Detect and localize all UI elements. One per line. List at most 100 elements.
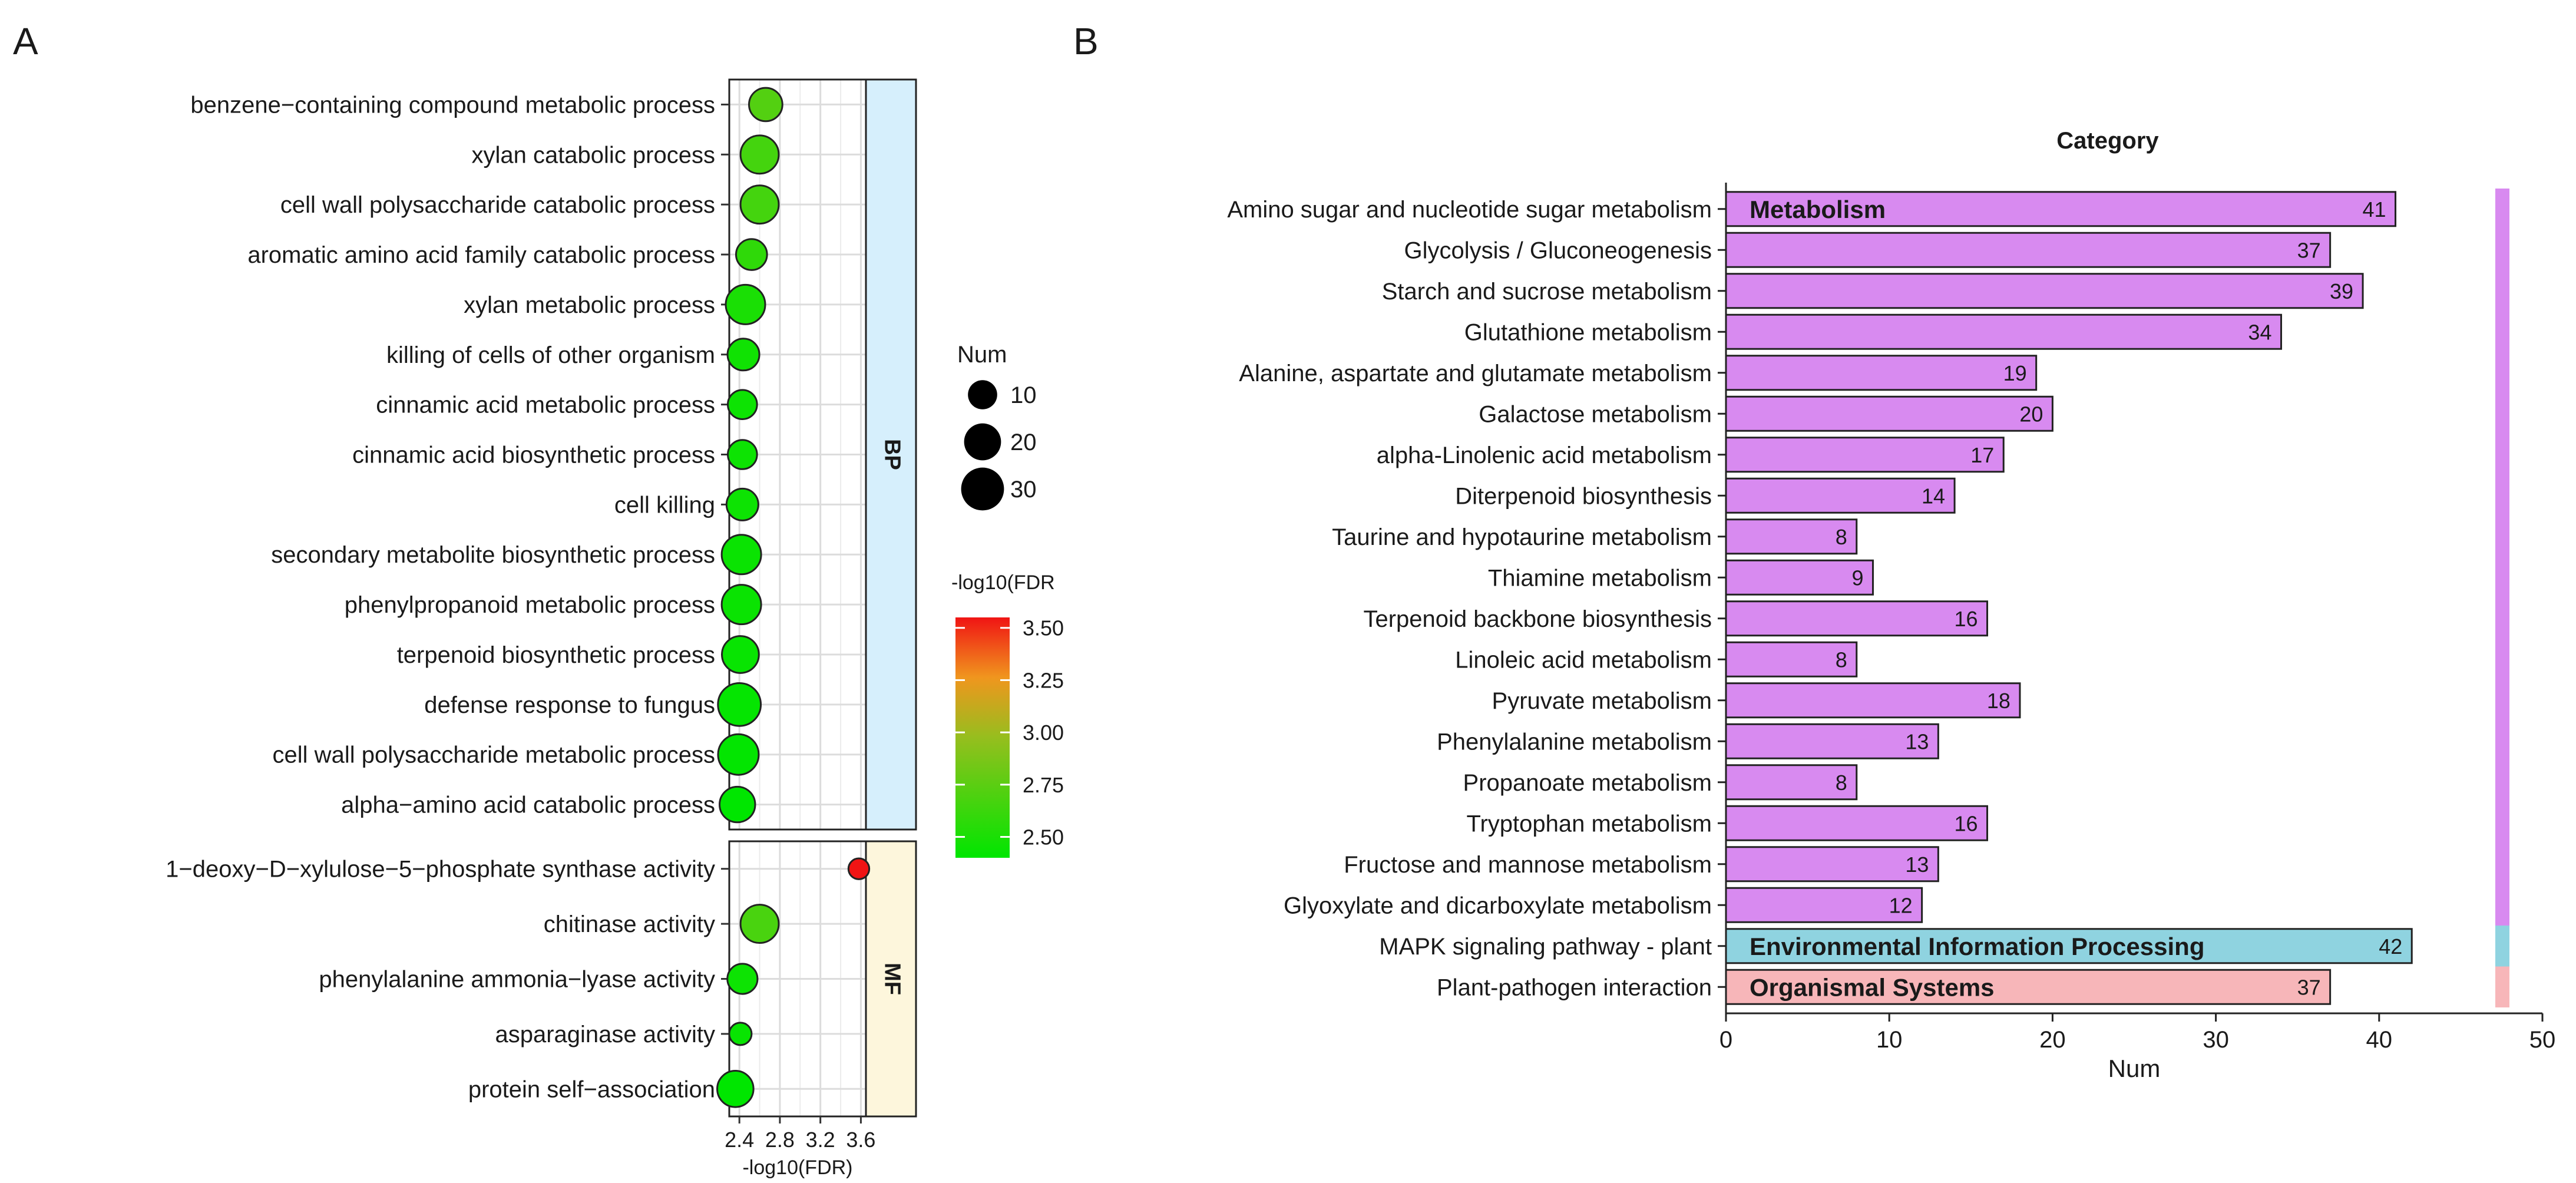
group-labels: Metabolism Environmental Information Proc… (1750, 196, 2204, 1002)
facet-strip-label: MF (879, 963, 904, 995)
bar-value-label: 16 (1954, 607, 1978, 631)
group-label: Environmental Information Processing (1750, 933, 2204, 960)
size-legend-circle (964, 423, 1001, 461)
bar-value-label: 8 (1836, 525, 1847, 549)
term-label: aromatic amino acid family catabolic pro… (247, 242, 715, 268)
bubble-point (716, 1070, 755, 1108)
category-label: Glycolysis / Gluconeogenesis (1404, 237, 1712, 263)
size-legend-label: 20 (1010, 429, 1037, 455)
panel-a-label: A (13, 20, 38, 62)
bar (1725, 928, 2413, 964)
size-legend-label: 30 (1010, 477, 1037, 503)
term-label: xylan catabolic process (471, 142, 715, 168)
bubble-point (720, 584, 762, 626)
bar (1725, 313, 2282, 350)
bar-value-label: 37 (2297, 975, 2321, 999)
category-strip-segment (2495, 966, 2509, 1007)
category-label: Alanine, aspartate and glutamate metabol… (1239, 361, 1712, 386)
x-tick-label: 3.2 (806, 1128, 835, 1152)
category-label: Diterpenoid biosynthesis (1455, 483, 1712, 509)
category-labels: Amino sugar and nucleotide sugar metabol… (1227, 197, 1726, 1000)
b-chart-title: Category (2056, 128, 2159, 154)
term-label: protein self−association (468, 1076, 715, 1102)
bar (1725, 355, 2038, 391)
bar-value-label: 13 (1905, 729, 1929, 754)
x-axis-title: -log10(FDR) (742, 1156, 852, 1179)
bubble-point (847, 857, 871, 880)
term-label: cell wall polysaccharide catabolic proce… (280, 192, 715, 218)
term-labels: benzene−containing compound metabolic pr… (166, 92, 729, 1102)
bar-value-label: 9 (1851, 566, 1863, 590)
term-label: phenylalanine ammonia−lyase activity (319, 967, 715, 993)
bar (1725, 805, 1989, 841)
category-label: Plant-pathogen interaction (1437, 974, 1712, 1000)
term-label: alpha−amino acid catabolic process (341, 792, 715, 818)
bar-value-label: 18 (1987, 689, 2010, 713)
facet-strips: BP MF (865, 78, 917, 1118)
bar (1725, 641, 1858, 678)
category-label: Tryptophan metabolism (1467, 811, 1712, 837)
size-legend-circle (961, 467, 1004, 511)
x-axis-title: Num (2108, 1055, 2161, 1082)
term-label: phenylpropanoid metabolic process (345, 592, 715, 618)
x-tick-label: 0 (1719, 1027, 1732, 1053)
group-label: Organismal Systems (1750, 973, 1995, 1001)
x-tick-label: 30 (2203, 1027, 2229, 1053)
x-tick-label: 3.6 (846, 1128, 875, 1152)
bar-value-label: 19 (2003, 361, 2027, 385)
bar (1725, 273, 2364, 309)
panel-b-label: B (1073, 20, 1099, 62)
facet-strip (865, 78, 917, 831)
bubble-point (717, 733, 760, 776)
panel-a: A BP MF benzene−containing compound metab… (13, 20, 1064, 1179)
term-label: terpenoid biosynthetic process (397, 642, 715, 668)
x-tick-label: 2.4 (725, 1128, 754, 1152)
bar-value-label: 41 (2362, 197, 2386, 222)
category-label: Starch and sucrose metabolism (1382, 279, 1712, 305)
size-legend-circle (968, 380, 997, 409)
term-label: cinnamic acid metabolic process (376, 392, 715, 418)
term-label: cell wall polysaccharide metabolic proce… (273, 742, 715, 768)
bar (1725, 600, 1989, 637)
category-strip-segment (2495, 926, 2509, 967)
category-label: Propanoate metabolism (1463, 770, 1712, 796)
category-label: Fructose and mannose metabolism (1344, 852, 1712, 878)
bar-value-label: 39 (2330, 279, 2353, 303)
bar-value-label: 37 (2297, 238, 2321, 262)
facet-strip-label: BP (879, 439, 904, 470)
bubble-point (735, 238, 768, 271)
category-color-strip (2495, 189, 2509, 1007)
category-label: Glutathione metabolism (1464, 319, 1712, 345)
bubble-points (716, 87, 871, 1108)
category-label: Thiamine metabolism (1488, 565, 1712, 591)
term-label: xylan metabolic process (464, 292, 715, 318)
color-legend-label: 2.50 (1023, 825, 1064, 850)
bars (1725, 191, 2413, 1005)
bubble-point (721, 635, 760, 674)
x-tick-label: 40 (2366, 1027, 2393, 1053)
term-label: defense response to fungus (424, 692, 715, 718)
bubble-point (725, 487, 759, 521)
term-label: secondary metabolite biosynthetic proces… (271, 542, 715, 568)
bar-value-label: 12 (1889, 893, 1913, 917)
size-legend-label: 10 (1010, 382, 1037, 408)
color-legend: -log10(FDR 3.50 3.25 3.00 2.75 2.50 (951, 571, 1064, 858)
category-label: Phenylalanine metabolism (1437, 729, 1712, 755)
bar (1725, 232, 2332, 268)
bar-value-label: 8 (1836, 771, 1847, 795)
term-label: cinnamic acid biosynthetic process (352, 442, 715, 468)
color-legend-label: 3.25 (1023, 668, 1064, 692)
bubble-point (728, 1022, 753, 1046)
category-label: Glyoxylate and dicarboxylate metabolism (1284, 893, 1712, 918)
bubble-point (727, 439, 758, 470)
bubble-point (725, 283, 766, 325)
category-label: alpha-Linolenic acid metabolism (1377, 442, 1712, 468)
bubble-point (717, 682, 762, 727)
bar-value-label: 34 (2248, 320, 2271, 344)
b-axes: 0 10 20 30 40 50 Num (1719, 183, 2555, 1082)
bubble-point (720, 534, 762, 576)
term-label: asparaginase activity (495, 1022, 715, 1047)
bar (1725, 887, 1923, 923)
